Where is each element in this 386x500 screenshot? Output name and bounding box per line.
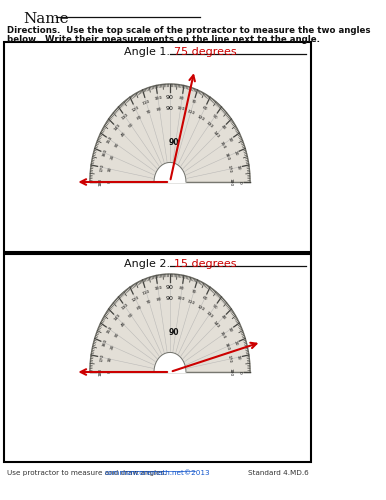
Text: 20: 20	[232, 150, 238, 156]
Text: 0: 0	[108, 180, 112, 184]
Text: 60: 60	[201, 296, 208, 302]
Text: 140: 140	[212, 320, 220, 329]
Text: 20: 20	[110, 344, 116, 350]
Text: 50: 50	[211, 114, 218, 120]
Text: 100: 100	[154, 96, 163, 101]
Text: 10: 10	[236, 354, 240, 360]
Text: 180: 180	[229, 178, 232, 186]
Text: 60: 60	[136, 305, 143, 311]
Text: 60: 60	[136, 115, 143, 121]
Text: 170: 170	[227, 164, 232, 173]
Text: Use protractor to measure and draw angles.: Use protractor to measure and draw angle…	[7, 470, 166, 476]
Text: 75 degrees: 75 degrees	[174, 47, 237, 57]
Text: Name: Name	[23, 12, 68, 26]
Text: 30: 30	[227, 326, 233, 333]
Text: 120: 120	[196, 114, 205, 122]
Text: 30: 30	[115, 332, 121, 338]
Text: below.  Write their measurements on the line next to the angle.: below. Write their measurements on the l…	[7, 35, 320, 44]
Text: 50: 50	[211, 304, 218, 310]
Text: 15 degrees: 15 degrees	[174, 259, 237, 269]
Polygon shape	[154, 162, 186, 182]
Text: 140: 140	[212, 130, 220, 139]
Text: Angle 2.: Angle 2.	[124, 259, 170, 269]
Text: 0: 0	[108, 370, 112, 374]
Bar	[4, 254, 312, 462]
Text: 90: 90	[169, 138, 179, 147]
Text: 10: 10	[236, 164, 240, 170]
Text: 20: 20	[110, 154, 116, 160]
Text: 70: 70	[190, 100, 197, 105]
Text: 110: 110	[142, 99, 151, 105]
Text: 150: 150	[106, 135, 114, 144]
Text: 130: 130	[121, 113, 130, 121]
Text: 100: 100	[176, 296, 185, 302]
Text: 160: 160	[223, 342, 230, 351]
Text: 10: 10	[108, 166, 113, 172]
Text: 160: 160	[102, 148, 108, 158]
Text: 40: 40	[220, 124, 226, 131]
Text: 180: 180	[99, 368, 103, 376]
Text: 30: 30	[115, 142, 121, 148]
Text: 120: 120	[131, 105, 140, 112]
Text: commoncoremath.net©2013: commoncoremath.net©2013	[105, 470, 210, 476]
Text: 90: 90	[166, 94, 174, 100]
Text: 80: 80	[179, 286, 185, 291]
Text: 130: 130	[205, 311, 213, 320]
Text: 120: 120	[196, 304, 205, 312]
Text: 180: 180	[99, 178, 103, 186]
Text: 90: 90	[166, 296, 174, 300]
Text: 100: 100	[176, 106, 185, 112]
Text: 60: 60	[201, 106, 208, 112]
Text: 40: 40	[220, 314, 226, 321]
Text: 10: 10	[108, 356, 113, 362]
Text: 170: 170	[99, 353, 105, 362]
Polygon shape	[154, 352, 186, 372]
Text: 80: 80	[156, 296, 163, 302]
Text: 30: 30	[227, 136, 233, 143]
Text: 70: 70	[146, 110, 152, 116]
Text: 40: 40	[120, 321, 127, 328]
Text: 150: 150	[218, 330, 226, 340]
Text: 130: 130	[205, 121, 213, 130]
Text: 120: 120	[131, 295, 140, 302]
Text: 0: 0	[237, 180, 241, 184]
Text: 90: 90	[169, 328, 179, 338]
Text: 140: 140	[113, 123, 121, 132]
Text: 90: 90	[166, 284, 174, 290]
Text: 170: 170	[99, 163, 105, 172]
Polygon shape	[90, 84, 250, 182]
Text: 50: 50	[128, 122, 135, 128]
Text: 110: 110	[142, 289, 151, 296]
Polygon shape	[90, 274, 250, 372]
Bar	[4, 42, 312, 252]
Text: 160: 160	[223, 152, 230, 162]
Text: 0: 0	[237, 370, 241, 374]
Text: 160: 160	[102, 338, 108, 347]
Text: 150: 150	[218, 140, 226, 149]
Text: 140: 140	[113, 313, 121, 322]
Text: 100: 100	[154, 286, 163, 291]
Text: 70: 70	[146, 300, 152, 306]
Text: 150: 150	[106, 325, 114, 334]
Text: Angle 1.: Angle 1.	[124, 47, 170, 57]
Text: 80: 80	[179, 96, 185, 101]
Text: 50: 50	[128, 312, 135, 318]
Text: 40: 40	[120, 131, 127, 138]
Text: 20: 20	[232, 340, 238, 346]
Text: 170: 170	[227, 354, 232, 364]
Text: Standard 4.MD.6: Standard 4.MD.6	[248, 470, 309, 476]
Text: 110: 110	[186, 109, 195, 116]
Text: 70: 70	[190, 290, 197, 295]
Text: 80: 80	[156, 106, 163, 112]
Text: 110: 110	[186, 299, 195, 306]
Text: 130: 130	[121, 303, 130, 311]
Text: 180: 180	[229, 368, 232, 376]
Text: Directions.  Use the top scale of the protractor to measure the two angles: Directions. Use the top scale of the pro…	[7, 26, 370, 35]
Text: 90: 90	[166, 106, 174, 110]
